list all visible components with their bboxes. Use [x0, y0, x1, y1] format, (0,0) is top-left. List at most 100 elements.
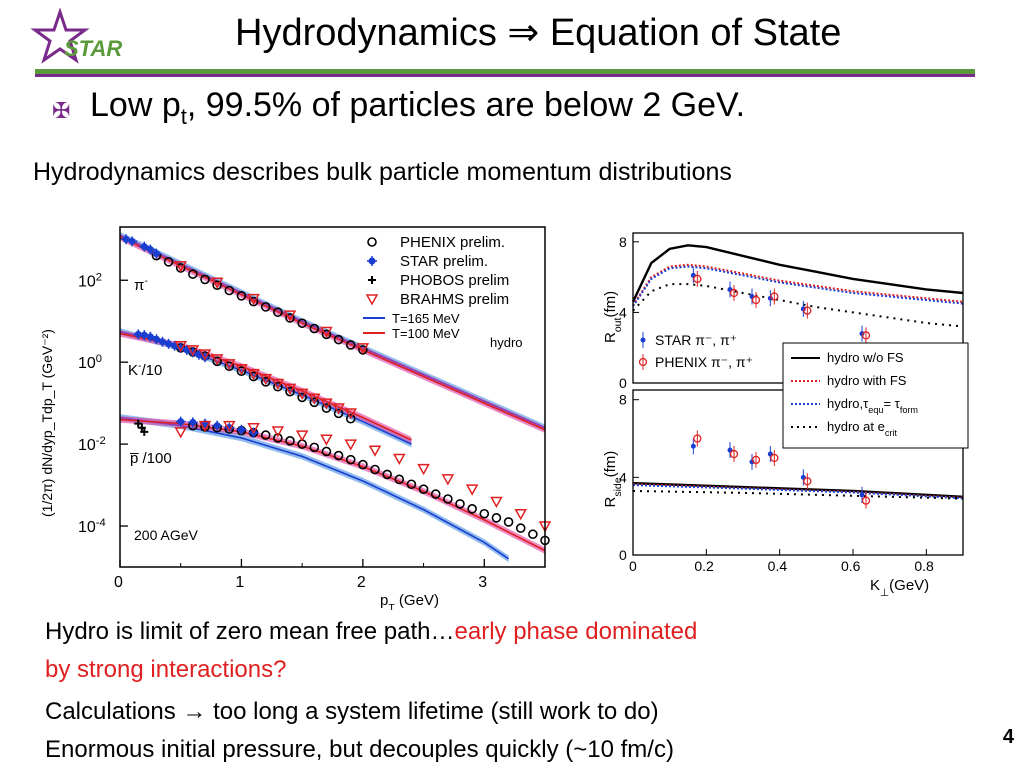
data-point: [145, 244, 156, 255]
hbt-data-point: [803, 473, 812, 490]
footer-line-4: Enormous initial pressure, but decouples…: [45, 736, 674, 763]
x-tick-label: 0.8: [914, 558, 934, 574]
data-point: [174, 341, 187, 353]
data-point: [212, 280, 222, 290]
data-point: [188, 269, 198, 279]
data-point: [321, 446, 332, 457]
y-tick-label: 10-4: [78, 517, 106, 536]
data-point: [394, 474, 405, 485]
data-point: [283, 310, 297, 322]
data-point: [175, 416, 186, 427]
data-point: [210, 277, 224, 289]
data-point: [320, 434, 333, 446]
legend-label: PHOBOS prelim: [400, 272, 509, 289]
data-point: [393, 453, 406, 465]
data-point: [273, 307, 283, 318]
hbt-data-point: [861, 492, 871, 509]
data-point: [247, 293, 260, 306]
data-point: [345, 340, 356, 350]
data-point: [273, 433, 283, 443]
data-point: [514, 508, 527, 521]
title-rule-green: [35, 69, 975, 74]
data-point: [151, 248, 162, 259]
y-axis-label: (1/2π) dN/dyp_Tdp_T (GeV⁻²): [39, 329, 55, 517]
data-point: [503, 517, 514, 527]
x-tick-label: 0.4: [768, 558, 788, 574]
data-point: [370, 464, 380, 475]
data-point: [174, 427, 187, 439]
data-point: [356, 343, 370, 355]
curve-label: π-: [134, 275, 148, 294]
legend-label: hydro with FS: [827, 373, 907, 388]
data-point: [308, 393, 321, 405]
data-point: [134, 419, 143, 428]
data-point: [223, 359, 236, 371]
data-point: [210, 354, 224, 366]
data-point: [309, 397, 320, 408]
hbt-data-point: [690, 438, 696, 455]
legend-marker: [365, 294, 379, 306]
y-tick-label: 4: [619, 304, 627, 320]
hydro-band-K-3: [120, 330, 412, 444]
legend-label: BRAHMS prelim: [400, 291, 509, 308]
page-number: 4: [1002, 726, 1014, 748]
hbt-data-point: [729, 446, 739, 463]
star-logo: STAR: [30, 8, 122, 64]
x-axis-label: K⊥(GeV): [870, 577, 929, 599]
cross-bullet-icon: ✠: [52, 98, 71, 123]
data-point: [321, 403, 332, 413]
data-point: [344, 439, 357, 451]
data-point: [260, 377, 271, 387]
data-point: [248, 296, 259, 307]
x-tick-label: 0.2: [694, 558, 714, 574]
legend-marker: [640, 332, 646, 348]
hbt-data-point: [751, 451, 761, 468]
data-point: [200, 274, 210, 285]
x-tick-label: 0: [629, 558, 637, 574]
x-tick-label: 1: [235, 574, 244, 591]
x-tick-label: 0: [114, 574, 123, 591]
data-point: [368, 445, 382, 457]
data-point: [139, 241, 150, 252]
data-point: [212, 420, 223, 431]
y-tick-label: 100: [78, 353, 102, 372]
data-point: [297, 318, 307, 329]
data-point: [479, 508, 490, 519]
legend-marker: [638, 354, 648, 370]
data-point: [345, 454, 356, 465]
curve-label: K-/10: [128, 360, 162, 379]
data-point: [320, 326, 333, 339]
legend-label: PHENIX π⁻, π⁺: [655, 354, 753, 370]
footer-line-2: by strong interactions?: [45, 656, 287, 683]
data-point: [271, 378, 285, 391]
hbt-data-point: [693, 270, 702, 287]
hbt-curve: [631, 244, 964, 303]
y-tick-label: 8: [619, 234, 627, 250]
data-point: [283, 383, 297, 395]
data-point: [235, 363, 248, 376]
data-point: [140, 427, 149, 436]
data-point: [260, 302, 271, 312]
legend-marker: [367, 237, 377, 247]
data-point: [309, 442, 320, 453]
data-point: [441, 474, 455, 486]
data-point: [333, 334, 344, 345]
legend-label: T=165 MeV: [392, 311, 460, 326]
data-point: [247, 422, 260, 435]
footer-line-3: Calculations → too long a system lifetim…: [45, 698, 659, 725]
data-point: [491, 513, 502, 523]
page-title: Hydrodynamics ⇒ Equation of State: [235, 12, 842, 54]
y-tick-label: 0: [619, 547, 627, 563]
data-point: [443, 494, 453, 504]
data-point: [333, 408, 344, 419]
legend-marker: [367, 256, 377, 266]
data-point: [406, 479, 417, 490]
data-point: [285, 436, 295, 446]
hbt-data-point: [861, 327, 871, 344]
data-point: [515, 523, 526, 533]
data-point: [174, 261, 187, 273]
legend-side-label: hydro: [490, 335, 523, 350]
data-point: [528, 529, 538, 540]
data-point: [224, 285, 235, 296]
data-point: [236, 424, 247, 435]
